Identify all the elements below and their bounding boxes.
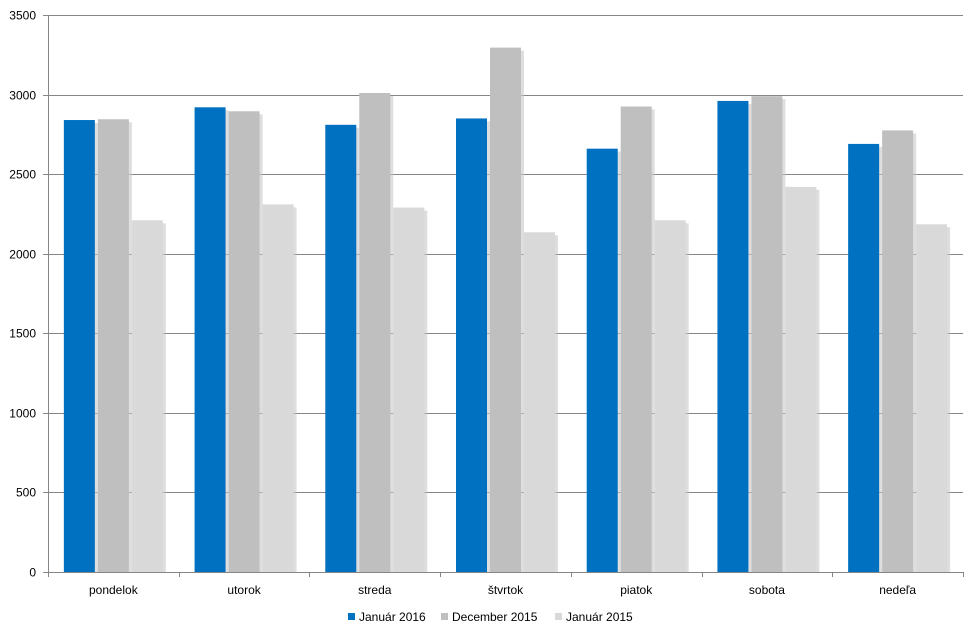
bar-2-2 bbox=[393, 207, 425, 572]
bar-1-6 bbox=[882, 130, 914, 572]
bar-0-3 bbox=[456, 118, 487, 572]
legend-label: December 2015 bbox=[452, 610, 538, 624]
bar-2-1 bbox=[262, 204, 294, 572]
bar-0-0 bbox=[63, 120, 95, 572]
x-tick-label: piatok bbox=[620, 583, 653, 597]
x-tick-label: nedeľa bbox=[879, 583, 916, 597]
y-tick-label: 0 bbox=[29, 566, 36, 580]
bar-1-2 bbox=[359, 92, 391, 572]
bars bbox=[63, 47, 951, 573]
legend-swatch bbox=[348, 613, 355, 620]
y-tick-label: 2500 bbox=[9, 168, 36, 182]
x-tick-label: utorok bbox=[227, 583, 261, 597]
bar-2-4 bbox=[654, 220, 686, 572]
bar-1-0 bbox=[97, 119, 129, 572]
bar-2-5 bbox=[785, 186, 817, 573]
y-tick-label: 1500 bbox=[9, 327, 36, 341]
bar-2-0 bbox=[131, 220, 163, 572]
y-tick-label: 1000 bbox=[9, 407, 36, 421]
bar-1-4 bbox=[620, 106, 652, 572]
y-tick-label: 2000 bbox=[9, 248, 36, 262]
bar-1-3 bbox=[490, 47, 521, 573]
x-tick-label: streda bbox=[358, 583, 392, 597]
bar-1-5 bbox=[751, 96, 783, 573]
x-tick-label: sobota bbox=[749, 583, 785, 597]
legend-label: Január 2015 bbox=[566, 610, 633, 624]
x-axis bbox=[43, 15, 964, 577]
legend-swatch bbox=[555, 613, 562, 620]
y-tick-label: 3000 bbox=[9, 89, 36, 103]
bar-0-4 bbox=[586, 148, 618, 572]
y-tick-label: 3500 bbox=[9, 9, 36, 23]
bar-2-3 bbox=[524, 232, 555, 573]
x-tick-label: pondelok bbox=[89, 583, 139, 597]
bar-0-5 bbox=[717, 100, 749, 573]
legend-label: Január 2016 bbox=[359, 610, 426, 624]
legend-swatch bbox=[441, 613, 448, 620]
bar-1-1 bbox=[228, 111, 260, 572]
x-axis-labels: pondelok utorok streda štvrtok piatok sobota n… bbox=[89, 583, 916, 597]
bar-0-6 bbox=[848, 143, 880, 573]
bar-0-2 bbox=[325, 124, 357, 573]
x-tick-label: štvrtok bbox=[488, 583, 524, 597]
bar-2-6 bbox=[916, 224, 948, 572]
y-axis-ticks: 0 500 1000 1500 2000 2500 3000 3500 bbox=[9, 9, 36, 580]
y-tick-label: 500 bbox=[16, 486, 36, 500]
bar-0-1 bbox=[194, 107, 226, 572]
legend: Január 2016 December 2015 Január 2015 bbox=[348, 610, 633, 624]
